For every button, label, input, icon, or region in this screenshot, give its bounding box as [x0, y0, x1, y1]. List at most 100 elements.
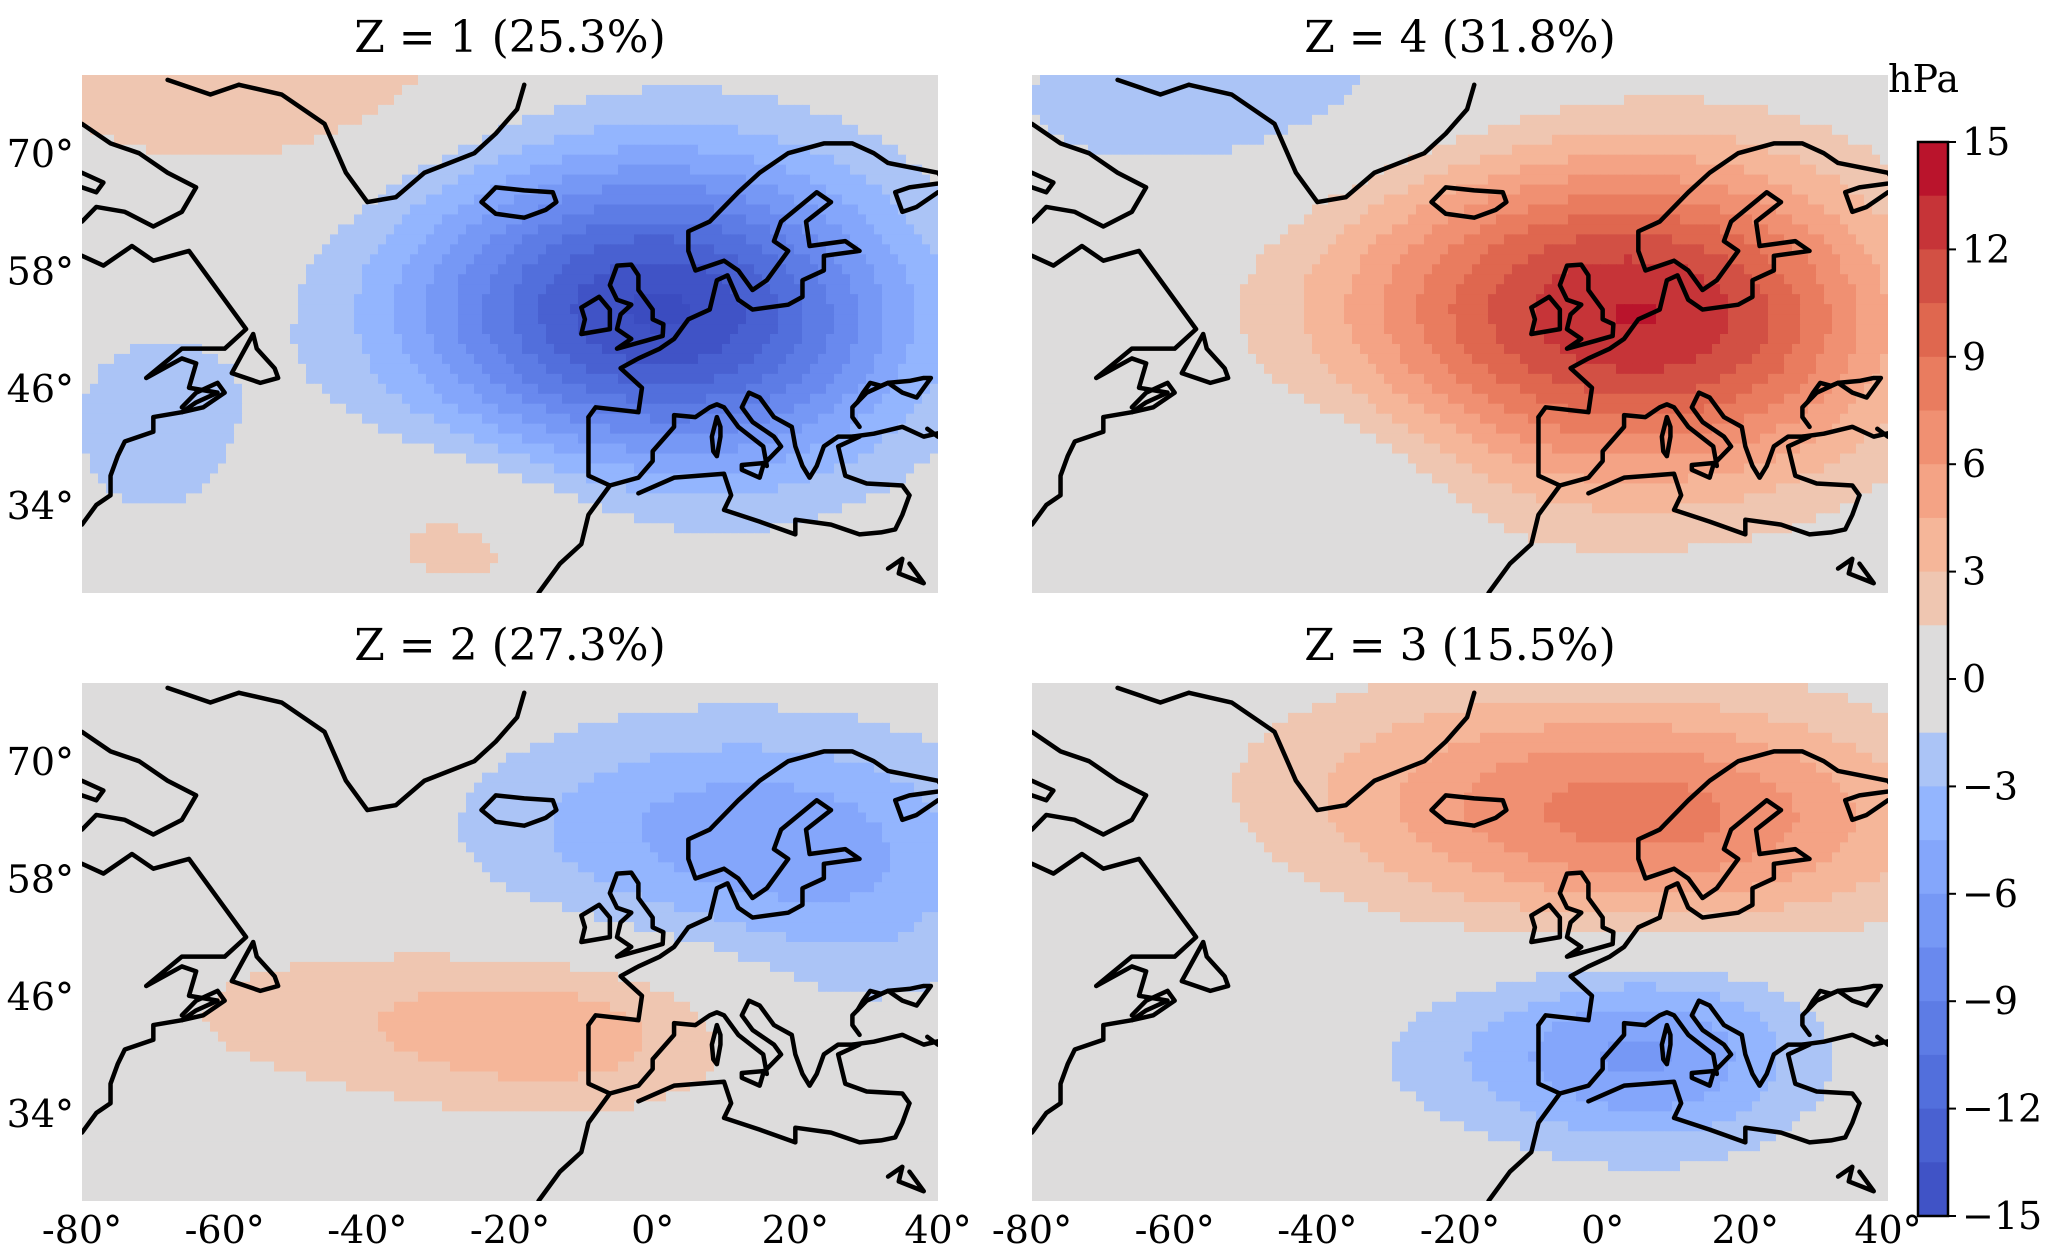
x-tick-label: -60° [185, 1208, 265, 1252]
x-tick-label: 0° [631, 1208, 674, 1252]
coastlines-z4 [1032, 80, 1895, 593]
coastline [852, 427, 945, 437]
colorbar-tick-label: 9 [1962, 335, 1986, 379]
coastline [182, 383, 225, 412]
coastline [852, 986, 930, 1035]
colorbar-band [1918, 410, 1948, 465]
colorbar-band [1918, 947, 1948, 1002]
coastline [638, 474, 909, 535]
coastline [581, 297, 610, 334]
colorbar-tick-label: 15 [1962, 120, 2010, 164]
panel-title-z2: Z = 2 (27.3%) [354, 620, 666, 671]
map-panel-z2: Z = 2 (27.3%) [82, 620, 945, 1201]
panel-title-z1: Z = 1 (25.3%) [354, 12, 666, 63]
panel-title-z3: Z = 3 (15.5%) [1304, 620, 1616, 671]
coastline [888, 1167, 924, 1191]
x-tick-label: 20° [762, 1208, 829, 1252]
coastlines-z1 [82, 80, 945, 593]
x-tick-label: -40° [327, 1208, 407, 1252]
colorbar-tick-label: −6 [1962, 872, 2018, 916]
coastline [82, 173, 103, 193]
x-tick-label: -80° [992, 1208, 1072, 1252]
y-tick-label: 58° [7, 857, 74, 901]
coastline [588, 393, 909, 496]
coastline [1032, 781, 1053, 801]
x-tick-label: -60° [1135, 1208, 1215, 1252]
x-tick-label: -20° [1420, 1208, 1500, 1252]
coastline [481, 187, 556, 217]
colorbar-tick-label: −3 [1962, 764, 2018, 808]
coastline [610, 265, 664, 349]
coastline [1189, 693, 1474, 810]
coastline [742, 463, 764, 478]
coastline [588, 1001, 909, 1104]
colorbar-band [1918, 1108, 1948, 1163]
coastline [927, 429, 945, 437]
panel-title-z4: Z = 4 (31.8%) [1304, 12, 1616, 63]
y-axis-ticks-bottom: 70° 58° 46° 34° [7, 740, 74, 1136]
x-tick-label: -80° [42, 1208, 122, 1252]
coastline [852, 378, 930, 427]
pressure-field-z4 [1032, 75, 1888, 593]
coastline [168, 80, 239, 95]
coastline [82, 124, 196, 227]
map-panel-z4: Z = 4 (31.8%) [1032, 12, 1895, 593]
coastline [852, 1035, 945, 1045]
colorbar-band [1918, 195, 1948, 250]
colorbar-band [1918, 840, 1948, 895]
coastline [857, 383, 888, 403]
colorbar-band [1918, 1054, 1948, 1110]
x-tick-label: 20° [1712, 1208, 1779, 1252]
colorbar-tick-label: 3 [1962, 550, 1986, 594]
coastline [1182, 334, 1228, 383]
coastline [1531, 297, 1560, 334]
x-tick-label: -40° [1277, 1208, 1357, 1252]
y-tick-label: 46° [7, 367, 74, 411]
pressure-field-z3 [1032, 683, 1888, 1201]
coastline [1538, 393, 1859, 496]
coastline [638, 1082, 909, 1143]
colorbar-ticks: 15 12 9 6 3 0 −3 −6 −9 −12 −15 [1948, 120, 2042, 1238]
x-tick-label: 40° [1854, 1208, 1921, 1252]
coastline [1807, 991, 1838, 1011]
coastline [539, 485, 610, 593]
map-panel-z3: Z = 3 (15.5%) [1032, 620, 1895, 1201]
coastline [1538, 143, 1895, 417]
coastline [1692, 463, 1714, 478]
coastline [742, 1071, 764, 1086]
coastline [1489, 1093, 1560, 1201]
coastline [1662, 417, 1671, 456]
coastline [1662, 1025, 1671, 1064]
colorbar-band [1918, 1001, 1948, 1056]
coastline [588, 143, 945, 417]
coastline [1189, 85, 1474, 202]
x-tick-label: -20° [470, 1208, 550, 1252]
map-panel-z1: Z = 1 (25.3%) [82, 12, 945, 593]
y-tick-label: 70° [7, 132, 74, 176]
coastline [1538, 1001, 1859, 1104]
coastline [927, 1037, 945, 1045]
y-tick-label: 34° [7, 1092, 74, 1136]
coastline [1032, 732, 1146, 835]
coastline [82, 781, 103, 801]
colorbar-bands [1918, 142, 1948, 1217]
coastline [1560, 265, 1614, 349]
coastline [1877, 1037, 1895, 1045]
coastline [1489, 485, 1560, 593]
y-axis-ticks-top: 70° 58° 46° 34° [7, 132, 74, 528]
coastline [1182, 942, 1228, 991]
coastline [232, 334, 278, 383]
coastline [1838, 1167, 1874, 1191]
colorbar-band [1918, 786, 1948, 841]
coastline [1132, 991, 1175, 1020]
x-tick-label: 0° [1581, 1208, 1624, 1252]
colorbar-band [1918, 625, 1948, 680]
coastline [1032, 854, 1196, 1133]
coastline [539, 1093, 610, 1201]
x-tick-label: 40° [904, 1208, 971, 1252]
colorbar-band [1918, 464, 1948, 519]
colorbar-band [1918, 303, 1948, 358]
coastline [588, 751, 945, 1025]
colorbar-band [1918, 356, 1948, 412]
